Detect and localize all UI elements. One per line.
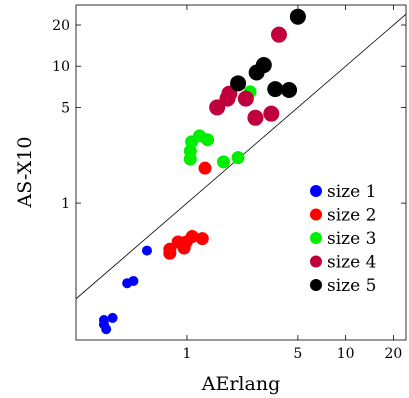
legend-label: size 1 bbox=[327, 182, 376, 202]
y-tick-label: 10 bbox=[52, 59, 70, 75]
plot-frame bbox=[75, 4, 407, 341]
y-axis-label: AS-X10 bbox=[14, 137, 36, 209]
point-series-5 bbox=[267, 81, 284, 98]
legend-marker bbox=[310, 279, 322, 291]
point-series-1 bbox=[107, 312, 118, 323]
point-series-4 bbox=[263, 105, 280, 122]
diagonal-reference-line bbox=[76, 13, 406, 300]
legend-marker bbox=[310, 185, 322, 197]
legend-marker bbox=[310, 208, 322, 221]
data-points bbox=[98, 8, 306, 335]
point-series-5 bbox=[230, 75, 247, 92]
point-series-3 bbox=[201, 133, 215, 147]
x-tick-label: 5 bbox=[293, 346, 302, 362]
x-axis-ticks: 1 5 10 20 bbox=[182, 5, 402, 362]
point-series-1 bbox=[128, 275, 139, 286]
point-series-5 bbox=[289, 8, 306, 25]
point-series-3 bbox=[231, 151, 245, 165]
point-series-5 bbox=[281, 82, 298, 99]
x-tick-label: 10 bbox=[337, 346, 355, 362]
x-tick-label: 20 bbox=[385, 346, 403, 362]
legend: size 1 size 2 size 3 size 4 size 5 bbox=[310, 182, 376, 296]
point-series-2 bbox=[163, 246, 177, 260]
point-series-5 bbox=[255, 57, 272, 74]
point-series-1 bbox=[141, 245, 152, 256]
point-series-4 bbox=[237, 90, 254, 107]
legend-label: size 3 bbox=[327, 229, 376, 249]
y-axis-ticks: 1 5 10 20 bbox=[52, 18, 406, 212]
legend-marker bbox=[310, 232, 322, 244]
y-tick-label: 5 bbox=[61, 100, 70, 116]
legend-label: size 4 bbox=[327, 253, 376, 273]
point-series-4 bbox=[247, 109, 264, 126]
point-series-4 bbox=[270, 26, 287, 43]
point-series-1 bbox=[101, 324, 112, 335]
legend-label: size 2 bbox=[327, 206, 376, 226]
point-series-3 bbox=[217, 155, 231, 169]
y-tick-label: 20 bbox=[52, 18, 70, 34]
point-series-2 bbox=[185, 230, 199, 244]
y-tick-label: 1 bbox=[61, 196, 70, 212]
x-axis-label: AErlang bbox=[201, 373, 280, 395]
point-series-2 bbox=[198, 161, 212, 175]
legend-marker bbox=[310, 255, 322, 268]
legend-label: size 5 bbox=[327, 276, 376, 296]
point-series-2 bbox=[195, 232, 209, 246]
x-tick-label: 1 bbox=[182, 346, 191, 362]
